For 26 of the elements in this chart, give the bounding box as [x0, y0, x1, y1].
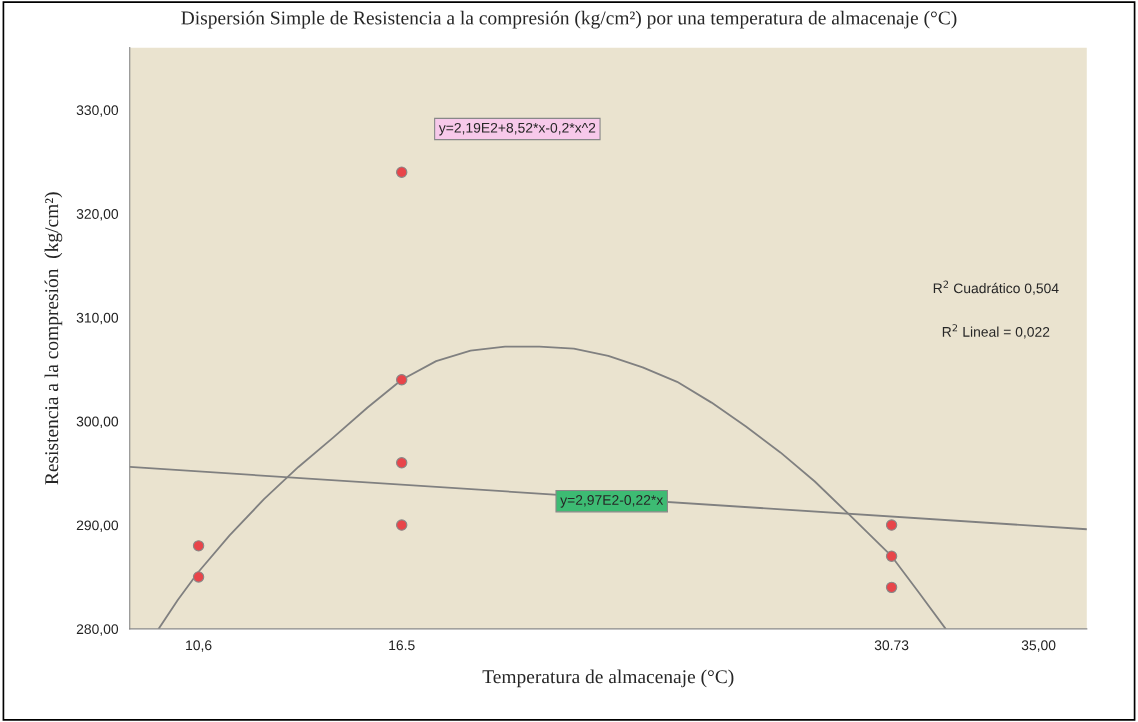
x-axis-title: Temperatura de almacenaje (°C) [482, 669, 734, 688]
point [885, 519, 898, 531]
x-tick-label: 35,00 [1021, 640, 1056, 652]
point [885, 550, 898, 562]
annotation: R$^{2}$ Lineal = 0,022 [942, 324, 1050, 339]
point [192, 571, 205, 583]
point [395, 166, 408, 178]
y-tick-label: 320,00 [76, 209, 119, 221]
y-tick-label: 290,00 [76, 520, 119, 532]
x-tick-label: 16.5 [389, 640, 415, 651]
annotation: R$^{2}$ Cuadrático 0,504 [933, 280, 1059, 295]
y-tick-label: 280,00 [76, 624, 119, 636]
y-tick-label: 330,00 [76, 105, 119, 117]
point [395, 519, 408, 531]
point [885, 581, 898, 594]
point [192, 540, 205, 552]
y-tick-label: 310,00 [76, 312, 119, 325]
point [395, 374, 408, 386]
x-tick-label: 10,6 [186, 640, 212, 652]
x-tick-label: 30.73 [874, 640, 909, 651]
annotation: y=2,97E2-0,22*x [560, 495, 664, 508]
chart-title: Dispersión Simple de Resistencia a la compresión (kg/cm²) por una temperatura de almacenaje (°C) [181, 10, 957, 29]
annotation: y=2,19E2+8,52*x-0,2*x^2 [438, 122, 596, 136]
point [395, 457, 408, 469]
y-axis-title: Resistencia a la compresión (kg/cm²) [44, 192, 63, 485]
y-tick-label: 300,00 [76, 416, 119, 429]
